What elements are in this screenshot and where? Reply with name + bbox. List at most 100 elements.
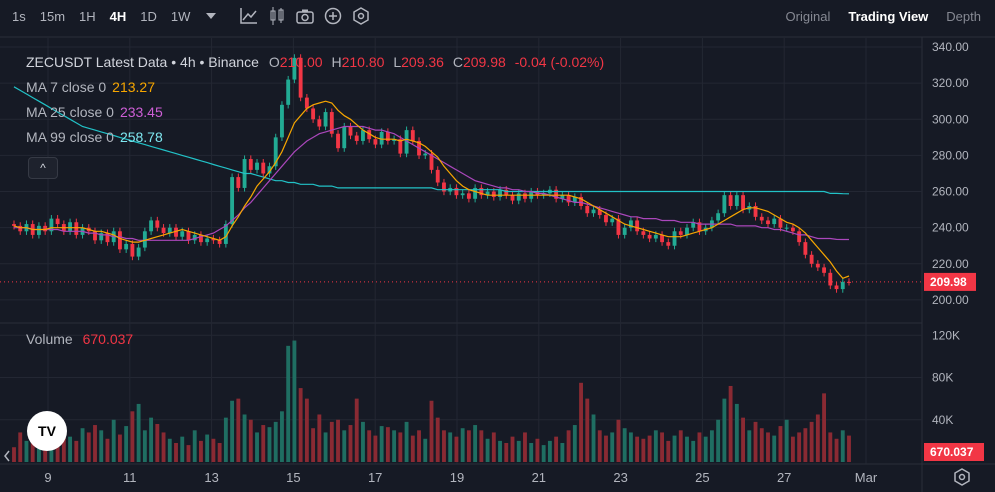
candle-body: [323, 112, 328, 127]
candle-body: [298, 57, 303, 98]
timeframe-15m[interactable]: 15m: [39, 8, 66, 24]
tradingview-logo[interactable]: TV: [27, 411, 67, 451]
volume-bar: [815, 414, 820, 462]
candle-body: [803, 242, 808, 255]
indicators-icon[interactable]: [235, 4, 263, 28]
candle-body: [124, 243, 129, 250]
time-tick-label: 15: [286, 470, 300, 485]
volume-bar: [653, 430, 658, 462]
volume-bar: [211, 438, 216, 462]
open-value: 210.00: [279, 54, 323, 70]
ma25-line: [14, 125, 849, 241]
candle-body: [68, 222, 73, 232]
tab-depth[interactable]: Depth: [946, 8, 981, 24]
settings-hex-icon[interactable]: [347, 4, 375, 28]
candle-body: [660, 234, 664, 243]
candle-body: [454, 187, 459, 196]
time-tick-label: 11: [123, 470, 137, 485]
volume-bar: [429, 400, 434, 462]
volume-bar: [466, 430, 471, 462]
volume-bar: [790, 436, 795, 462]
ma7-row[interactable]: MA 7 close 0 213.27: [26, 75, 604, 100]
ma25-row[interactable]: MA 25 close 0 233.45: [26, 100, 604, 125]
timeframe-1h[interactable]: 1H: [79, 8, 96, 24]
candle-body: [329, 112, 334, 134]
volume-bar: [479, 430, 484, 462]
candle-body: [155, 220, 160, 228]
candle-body: [354, 135, 359, 141]
candle-body: [691, 222, 696, 228]
volume-bar: [759, 428, 764, 462]
candle-body: [142, 231, 147, 248]
candle-body: [460, 193, 465, 196]
ma99-row[interactable]: MA 99 close 0 258.78: [26, 125, 604, 150]
volume-bar: [43, 442, 48, 462]
high-value: 210.80: [341, 54, 385, 70]
volume-bar: [323, 432, 328, 462]
candle-body: [809, 254, 814, 264]
volume-bar: [74, 440, 79, 462]
close-value: 209.98: [462, 54, 506, 70]
chevron-up-icon: ^: [40, 161, 46, 175]
candle-body: [466, 193, 471, 199]
candle-body: [479, 187, 484, 196]
candle-body: [12, 224, 16, 226]
volume-bar: [304, 398, 309, 462]
candle-body: [348, 126, 353, 136]
candle-body: [99, 233, 104, 241]
candle-body: [385, 131, 390, 141]
candle-body: [267, 166, 272, 174]
volume-bar: [180, 436, 185, 462]
volume-bar: [255, 432, 259, 462]
time-tick-label: 25: [695, 470, 709, 485]
candle-body: [672, 231, 677, 246]
scroll-left-icon[interactable]: [4, 450, 10, 462]
volume-bar: [248, 419, 253, 462]
last-volume-label: 670.037: [930, 445, 974, 459]
price-tick-label: 340.00: [932, 40, 969, 54]
candle-body: [616, 218, 621, 235]
timeframe-1d[interactable]: 1D: [140, 8, 157, 24]
tab-trading-view[interactable]: Trading View: [848, 8, 929, 24]
open-key: O: [268, 54, 280, 70]
volume-bar: [124, 426, 129, 462]
tab-original[interactable]: Original: [785, 8, 831, 24]
last-price-tag: [924, 272, 976, 291]
camera-icon[interactable]: [291, 4, 319, 28]
volume-bar: [167, 438, 172, 462]
timeframe-1s[interactable]: 1s: [12, 8, 26, 24]
candle-body: [211, 238, 216, 241]
volume-bar: [635, 436, 640, 462]
chevron-down-icon[interactable]: [197, 4, 225, 28]
candle-body: [716, 213, 721, 221]
volume-bar: [199, 440, 203, 462]
candle-body: [728, 195, 733, 206]
candle-body: [491, 191, 496, 197]
volume-bar: [354, 398, 359, 462]
candle-body: [423, 153, 428, 156]
settings-icon[interactable]: [954, 468, 970, 486]
volume-bar: [797, 432, 802, 462]
volume-bar: [68, 436, 73, 462]
time-tick-label: 9: [44, 470, 51, 485]
volume-bar: [361, 421, 365, 462]
candle-body: [473, 187, 478, 199]
candle-body: [379, 131, 384, 145]
candle-body: [105, 233, 110, 243]
volume-bar: [136, 403, 141, 462]
plus-circle-icon[interactable]: [319, 4, 347, 28]
volume-bar: [398, 432, 403, 462]
collapse-legend-button[interactable]: ^: [28, 157, 58, 179]
timeframe-4h[interactable]: 4H: [109, 8, 127, 24]
chart-legend: ZECUSDT Latest Data • 4h • Binance O210.…: [26, 50, 604, 150]
volume-bar: [834, 438, 839, 462]
volume-bar: [149, 417, 154, 462]
volume-bar: [822, 393, 827, 462]
volume-bar: [223, 417, 228, 462]
volume-bar: [80, 428, 85, 462]
candle-body: [93, 231, 97, 241]
timeframe-1w[interactable]: 1W: [170, 8, 191, 24]
candle-type-icon[interactable]: [263, 4, 291, 28]
volume-bar: [741, 417, 745, 462]
